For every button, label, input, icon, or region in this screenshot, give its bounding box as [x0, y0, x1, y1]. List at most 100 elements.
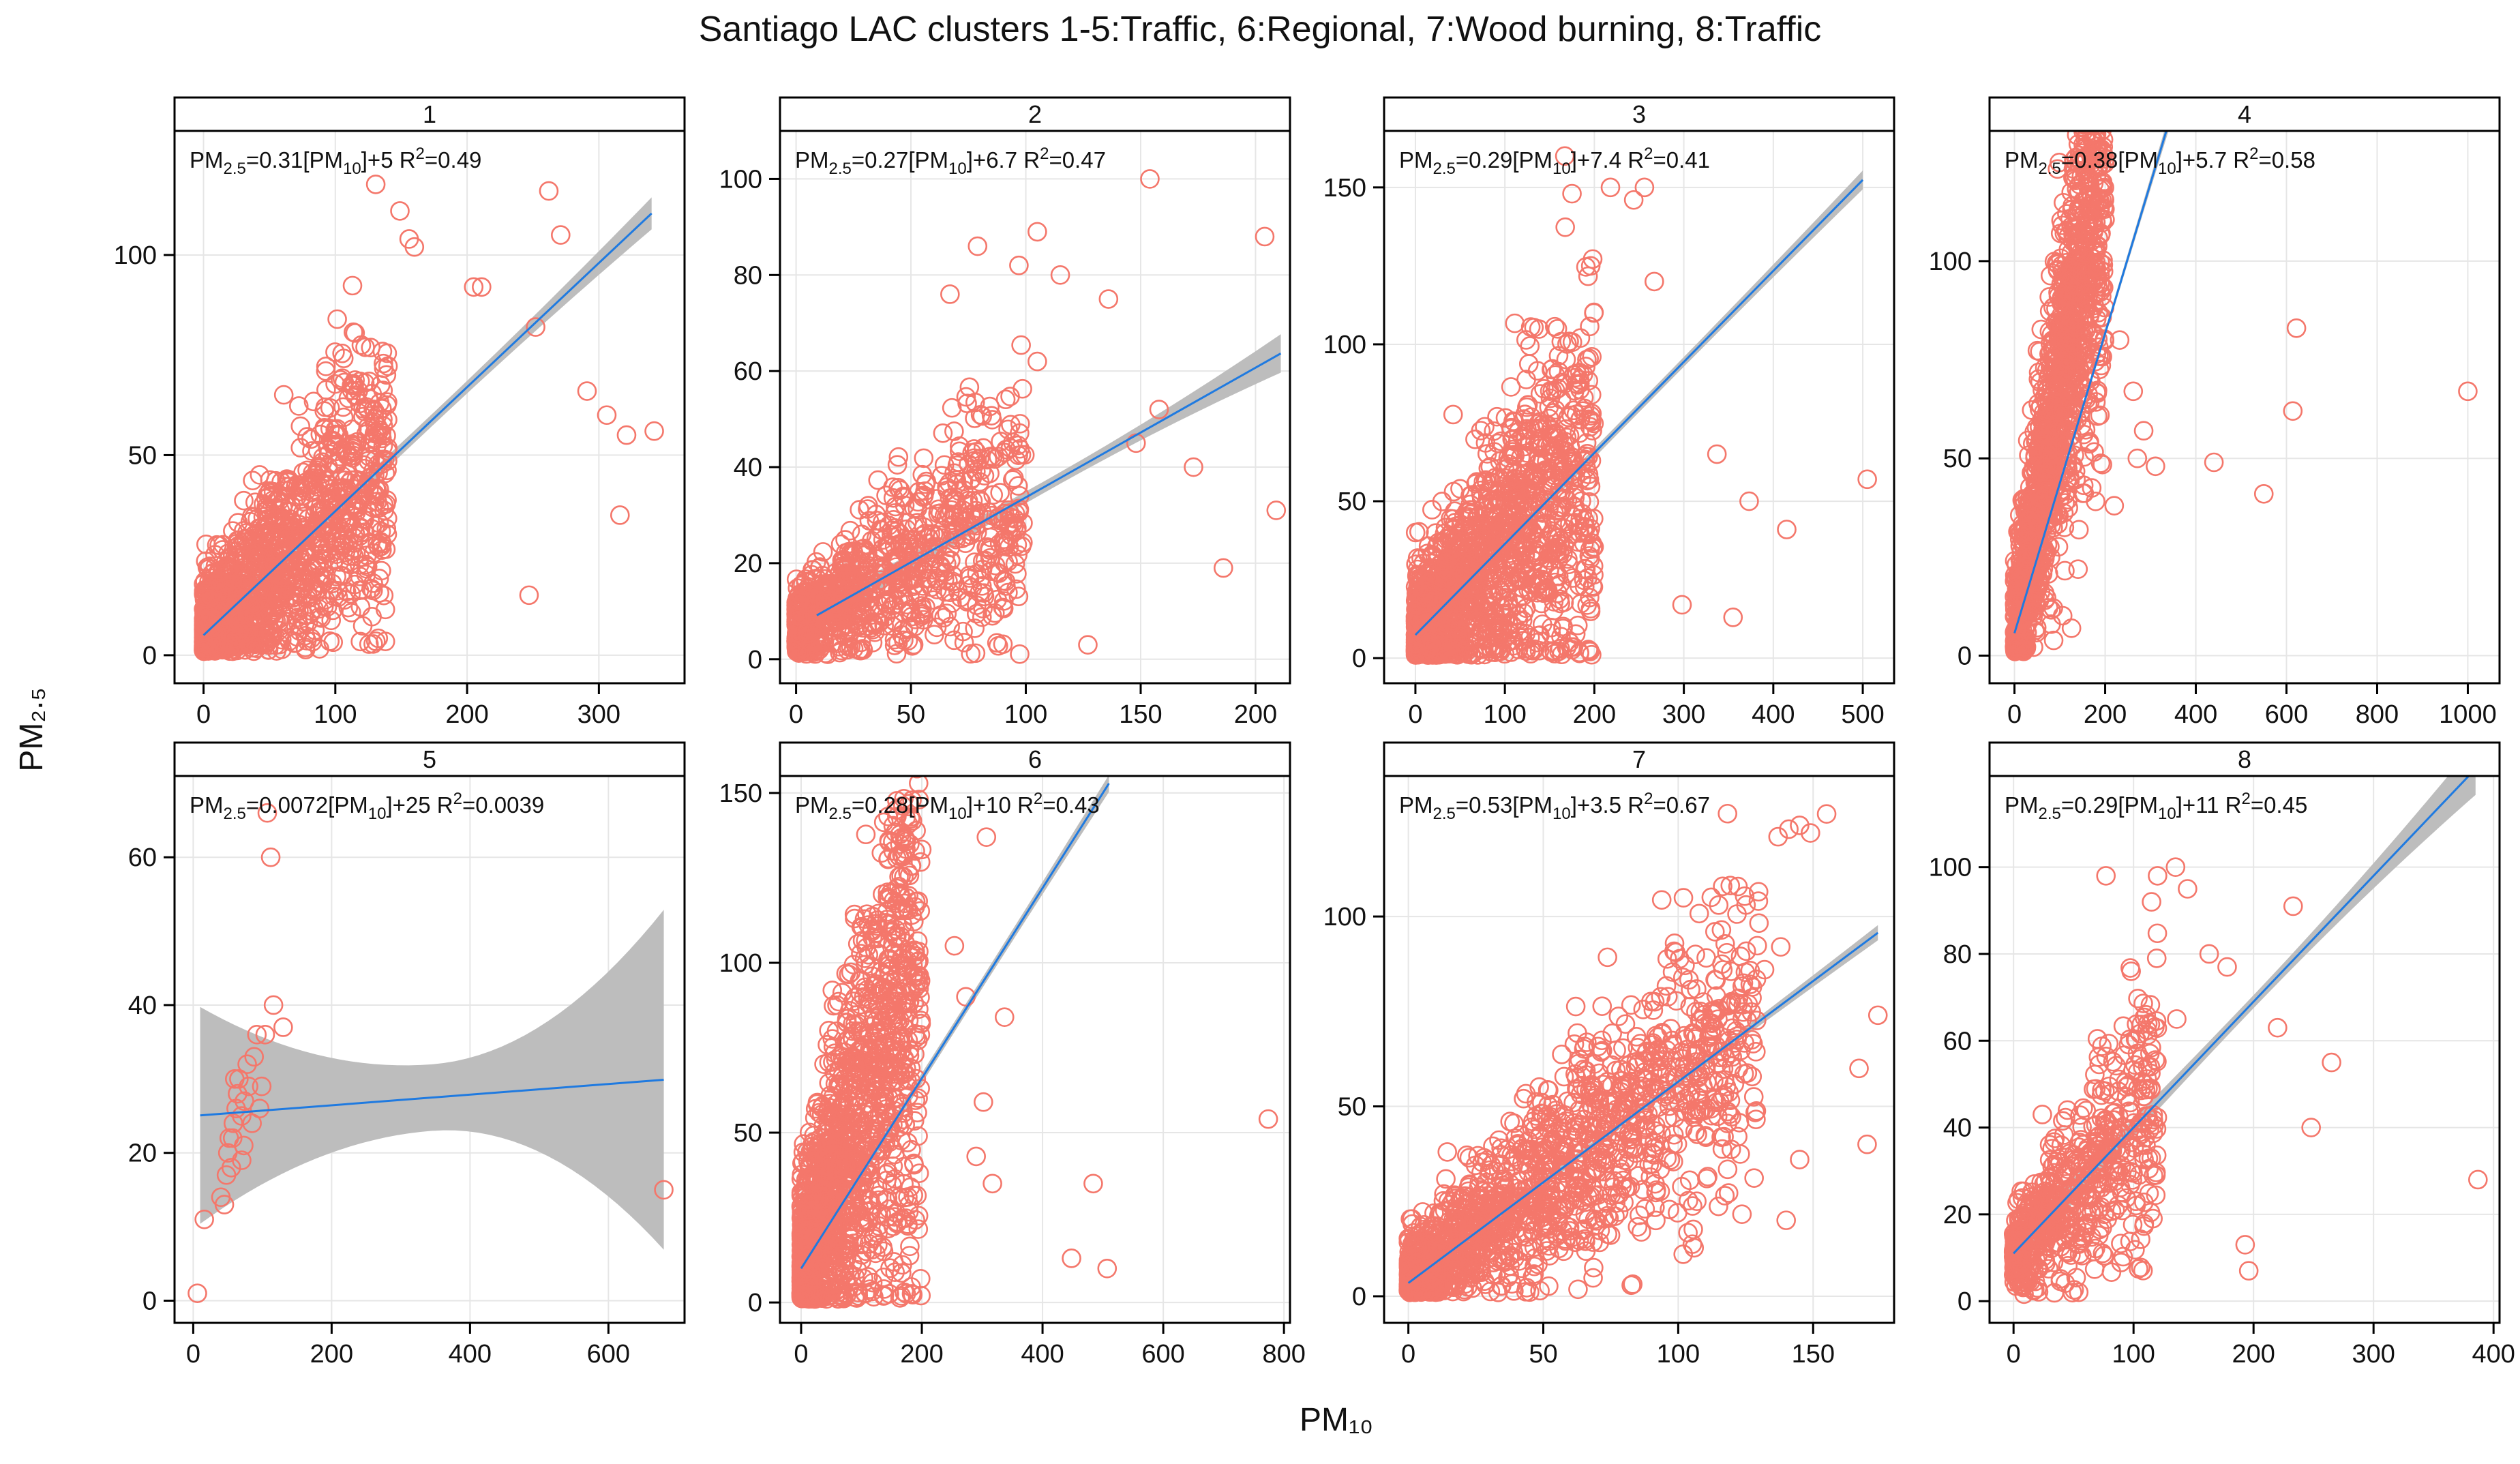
point	[965, 451, 985, 470]
point	[980, 548, 1000, 568]
point	[1739, 491, 1759, 511]
point	[273, 385, 294, 405]
point	[249, 518, 269, 538]
point	[990, 483, 1010, 503]
point	[1554, 592, 1574, 612]
equation-annotation: PM2.5=0.31[PM10]+5 R2=0.49	[190, 145, 481, 178]
point	[258, 605, 279, 625]
point	[375, 599, 395, 620]
point	[1497, 468, 1516, 488]
point	[2043, 630, 2064, 651]
point	[1578, 509, 1598, 528]
point	[965, 643, 986, 663]
point	[287, 567, 307, 588]
point	[297, 631, 317, 651]
point	[851, 543, 871, 563]
point	[942, 398, 962, 418]
point	[965, 552, 985, 572]
point	[243, 608, 264, 628]
x-tick-label: 100	[314, 700, 357, 729]
point	[1672, 595, 1692, 615]
point	[874, 616, 894, 636]
x-axis: 0 100 200 300 400 500	[1408, 683, 1885, 729]
point	[1555, 146, 1575, 166]
scatter-points	[194, 175, 664, 661]
point	[1471, 484, 1491, 504]
point	[368, 455, 388, 475]
point	[1098, 289, 1119, 309]
point	[1005, 554, 1025, 574]
point	[1545, 365, 1565, 385]
point	[2068, 559, 2088, 579]
point	[882, 600, 901, 620]
point	[2091, 355, 2112, 376]
point	[1426, 523, 1445, 543]
point	[789, 590, 809, 610]
point	[876, 485, 896, 505]
point	[949, 436, 970, 456]
point	[926, 568, 946, 588]
point	[858, 496, 878, 516]
point	[223, 521, 243, 541]
point	[1645, 271, 1664, 292]
x-tick-label: 300	[578, 700, 620, 729]
point	[350, 597, 371, 617]
point	[802, 606, 822, 626]
point	[1409, 615, 1430, 636]
point	[312, 544, 332, 564]
point	[1559, 632, 1580, 653]
point	[1580, 316, 1600, 337]
x-tick-label: 0	[196, 700, 211, 729]
point	[948, 581, 968, 601]
point	[1857, 469, 1877, 490]
point	[1578, 371, 1599, 391]
y-tick-label: 0	[142, 642, 157, 670]
point	[1522, 522, 1543, 543]
point	[1008, 435, 1028, 455]
point	[290, 416, 311, 436]
point	[213, 640, 232, 659]
point	[989, 563, 1009, 583]
point	[1512, 578, 1532, 598]
point	[1537, 460, 1558, 480]
point	[1451, 552, 1471, 571]
point	[1580, 417, 1600, 437]
point	[1050, 265, 1070, 285]
point	[2074, 447, 2094, 467]
point	[942, 593, 962, 613]
point	[1213, 558, 1233, 578]
point	[267, 582, 287, 601]
point	[243, 595, 263, 615]
point	[2082, 52, 2099, 70]
point	[1576, 449, 1595, 470]
point	[978, 510, 998, 530]
point	[1777, 520, 1797, 539]
point	[241, 507, 262, 526]
point	[290, 563, 311, 583]
point	[243, 470, 262, 490]
point	[232, 573, 252, 593]
point	[840, 520, 860, 541]
point	[616, 425, 637, 445]
point	[1001, 415, 1021, 435]
point	[2094, 14, 2112, 32]
point	[325, 420, 345, 440]
point	[895, 543, 916, 563]
point	[1028, 351, 1047, 372]
point	[371, 532, 391, 552]
point	[1562, 183, 1582, 204]
point	[815, 580, 835, 599]
point	[211, 584, 230, 604]
point	[1549, 465, 1569, 485]
point	[277, 568, 297, 588]
point	[830, 575, 850, 595]
strip-label: 3	[1632, 100, 1646, 128]
point	[2088, 25, 2105, 42]
strip	[1383, 96, 1895, 132]
panel-3: 30 100 200 300 400 500050100150PM2.5=0.29[PM1…	[1323, 96, 1895, 729]
point	[323, 632, 344, 653]
point	[996, 439, 1016, 460]
point	[987, 633, 1007, 653]
point	[1078, 635, 1098, 655]
point	[1005, 503, 1025, 524]
